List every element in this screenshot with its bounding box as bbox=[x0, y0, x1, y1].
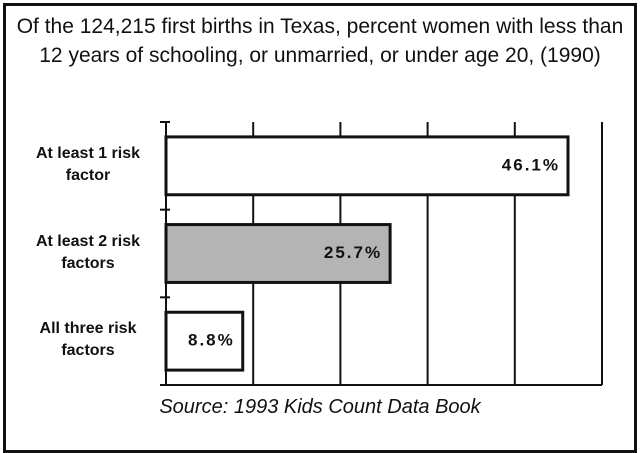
bar bbox=[164, 223, 392, 284]
value-label: 46.1% bbox=[502, 155, 560, 174]
value-label: 25.7% bbox=[324, 243, 382, 262]
category-label: At least 1 risk factor bbox=[35, 144, 141, 184]
category-label: All three risk factors bbox=[39, 320, 137, 360]
value-label: 8.8% bbox=[188, 331, 235, 350]
bar bbox=[164, 135, 570, 197]
frame bbox=[3, 3, 637, 453]
bar bbox=[164, 310, 245, 372]
category-label: At least 2 risk factors bbox=[35, 232, 141, 272]
source-note: Source: 1993 Kids Count Data Book bbox=[159, 396, 481, 418]
chart-title: Of the 124,215 first births in Texas, pe… bbox=[16, 15, 624, 67]
